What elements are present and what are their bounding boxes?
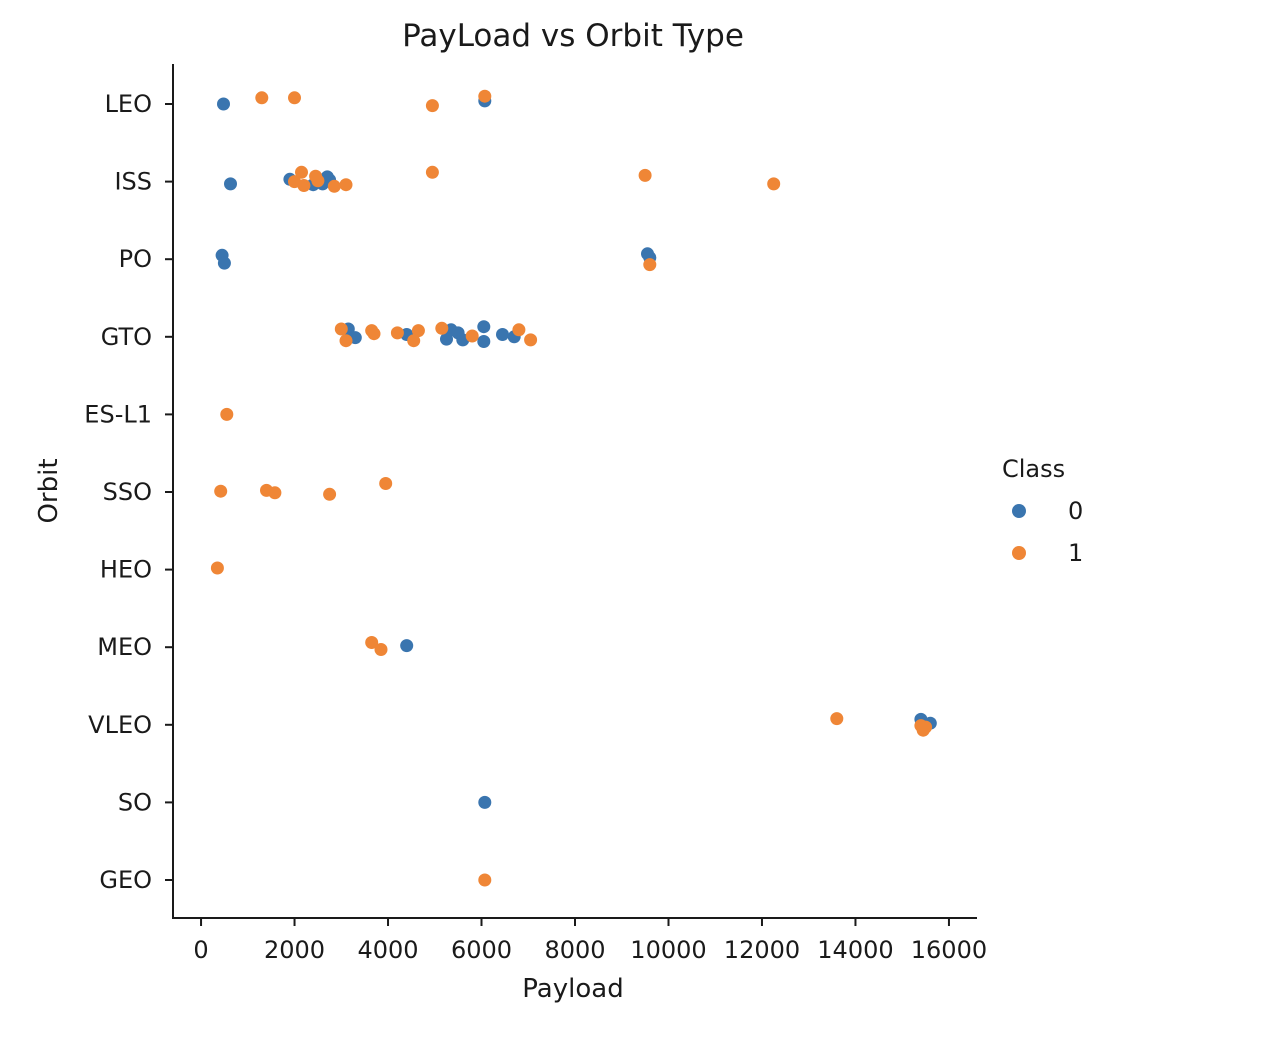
point-class-1-33 — [365, 636, 379, 649]
point-class-0-0 — [217, 97, 230, 111]
x-tick-label-8000: 8000 — [544, 936, 605, 964]
point-class-1-23 — [465, 329, 479, 343]
point-class-1-35 — [830, 712, 844, 726]
point-class-0-9 — [217, 256, 231, 270]
point-class-0-21 — [496, 328, 509, 341]
x-tick-label-12000: 12000 — [724, 936, 800, 964]
y-tick-label-iss: ISS — [114, 168, 152, 196]
point-class-1-29 — [268, 486, 282, 500]
y-tick-label-leo: LEO — [105, 90, 152, 118]
point-class-1-10 — [339, 178, 353, 192]
legend-label-class-0: 0 — [1068, 497, 1083, 525]
point-class-1-25 — [524, 333, 538, 347]
point-class-1-18 — [367, 327, 381, 341]
point-class-1-9 — [327, 179, 341, 193]
point-class-1-0 — [255, 91, 269, 105]
point-class-1-2 — [425, 99, 439, 113]
point-class-1-27 — [214, 484, 228, 498]
y-tick-label-es-l1: ES-L1 — [84, 400, 152, 428]
point-class-1-15 — [334, 322, 348, 336]
legend-marker-class-0 — [1012, 504, 1026, 518]
y-tick-label-po: PO — [119, 245, 152, 273]
x-tick-label-6000: 6000 — [451, 936, 512, 964]
x-axis-label: Payload — [522, 974, 623, 1004]
point-class-1-39 — [478, 873, 492, 887]
y-tick-label-so: SO — [118, 788, 152, 816]
x-tick-label-4000: 4000 — [357, 936, 418, 964]
point-class-1-5 — [295, 165, 308, 179]
point-class-1-11 — [425, 165, 439, 179]
point-class-1-30 — [323, 487, 337, 501]
y-tick-label-meo: MEO — [97, 633, 152, 661]
x-tick-label-10000: 10000 — [630, 936, 706, 964]
point-class-1-31 — [379, 477, 393, 490]
x-tick-label-16000: 16000 — [911, 936, 987, 964]
x-tick-label-2000: 2000 — [264, 936, 325, 964]
points-layer — [210, 89, 937, 887]
point-class-1-22 — [435, 321, 449, 335]
point-class-1-6 — [297, 179, 311, 192]
point-class-1-20 — [407, 334, 421, 348]
point-class-1-21 — [411, 324, 425, 338]
point-class-1-16 — [339, 334, 353, 348]
point-class-0-27 — [478, 795, 492, 809]
x-tick-label-0: 0 — [193, 936, 208, 964]
point-class-1-38 — [919, 720, 933, 734]
point-class-1-8 — [311, 174, 325, 188]
point-class-0-23 — [400, 639, 414, 653]
x-tick-label-14000: 14000 — [817, 936, 893, 964]
legend-label-class-1: 1 — [1068, 539, 1083, 567]
point-class-1-14 — [643, 258, 657, 272]
y-tick-label-gto: GTO — [101, 323, 152, 351]
legend: Class 0 1 — [1002, 455, 1083, 567]
y-axis-ticks: LEO ISS PO GTO ES-L1 SSO HEO MEO VLEO SO GEO — [84, 90, 173, 894]
point-class-1-26 — [220, 407, 234, 421]
y-axis-label: Orbit — [34, 458, 64, 523]
point-class-1-13 — [767, 177, 781, 191]
point-class-1-24 — [512, 323, 526, 337]
y-tick-label-geo: GEO — [99, 866, 152, 894]
point-class-1-1 — [288, 91, 301, 105]
point-class-1-3 — [478, 89, 492, 103]
point-class-0-19 — [477, 320, 491, 334]
legend-title: Class — [1002, 455, 1065, 483]
y-tick-label-heo: HEO — [100, 556, 152, 584]
y-tick-label-sso: SSO — [103, 478, 152, 506]
legend-marker-class-1 — [1012, 546, 1026, 560]
point-class-0-20 — [477, 335, 491, 348]
y-tick-label-vleo: VLEO — [88, 711, 152, 739]
x-axis-ticks: 0 2000 4000 6000 8000 10000 12000 14000 16000 — [193, 918, 987, 964]
chart-title: PayLoad vs Orbit Type — [402, 18, 744, 54]
point-class-1-12 — [638, 168, 652, 182]
point-class-1-34 — [374, 643, 388, 656]
point-class-1-32 — [210, 561, 224, 575]
point-class-1-19 — [390, 326, 404, 340]
point-class-0-2 — [224, 177, 237, 191]
